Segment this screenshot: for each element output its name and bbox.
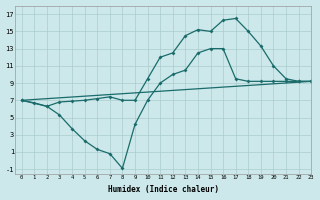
X-axis label: Humidex (Indice chaleur): Humidex (Indice chaleur): [108, 185, 219, 194]
